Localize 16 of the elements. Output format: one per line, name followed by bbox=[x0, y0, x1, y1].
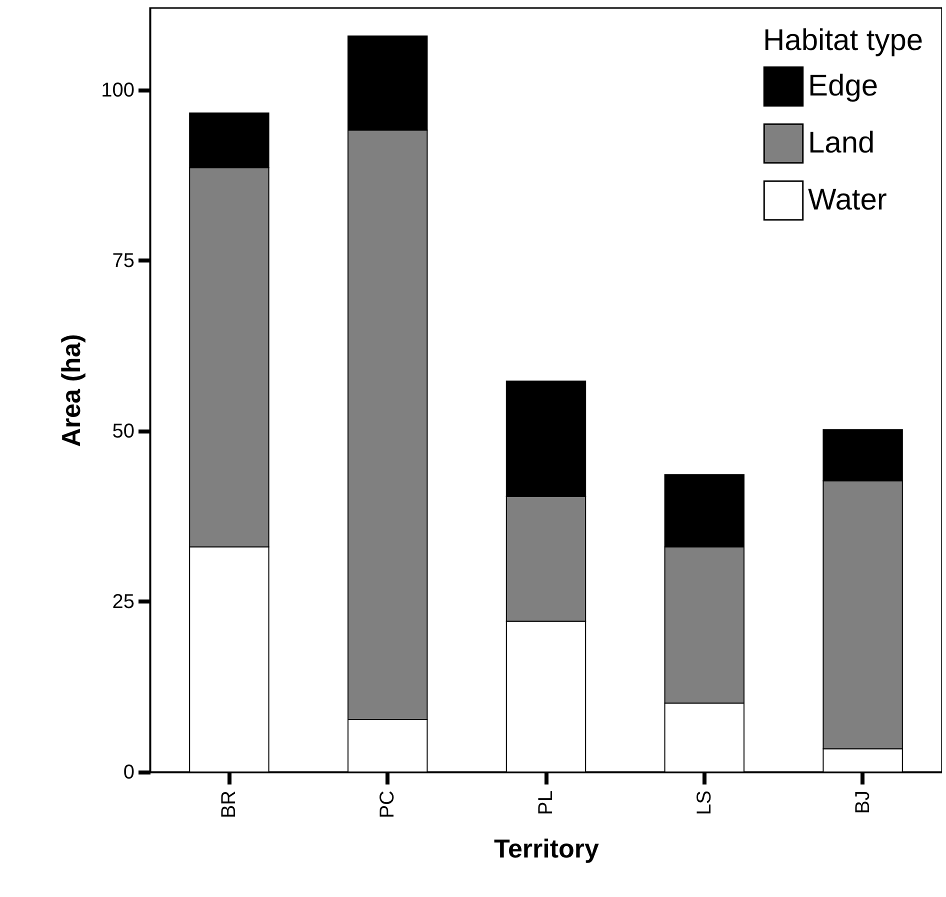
x-tick-label: BR bbox=[218, 790, 240, 818]
y-tick-label: 25 bbox=[112, 590, 134, 613]
x-tick-label: PL bbox=[535, 790, 557, 815]
legend-label: Land bbox=[808, 126, 875, 160]
x-tick-label: BJ bbox=[852, 790, 874, 814]
y-tick-label: 100 bbox=[101, 79, 134, 102]
legend-label: Edge bbox=[808, 70, 878, 102]
y-axis-title: Area (ha) bbox=[56, 334, 86, 447]
x-tick-label: LS bbox=[693, 790, 716, 815]
y-tick-label: 50 bbox=[112, 420, 134, 442]
legend-label: Water bbox=[808, 184, 887, 216]
y-tick-label: 75 bbox=[112, 250, 134, 272]
x-axis-title: Territory bbox=[494, 833, 600, 864]
y-tick-label: 0 bbox=[123, 762, 134, 784]
x-tick-label: PC bbox=[376, 790, 399, 818]
legend-title: Habitat type bbox=[763, 24, 924, 57]
